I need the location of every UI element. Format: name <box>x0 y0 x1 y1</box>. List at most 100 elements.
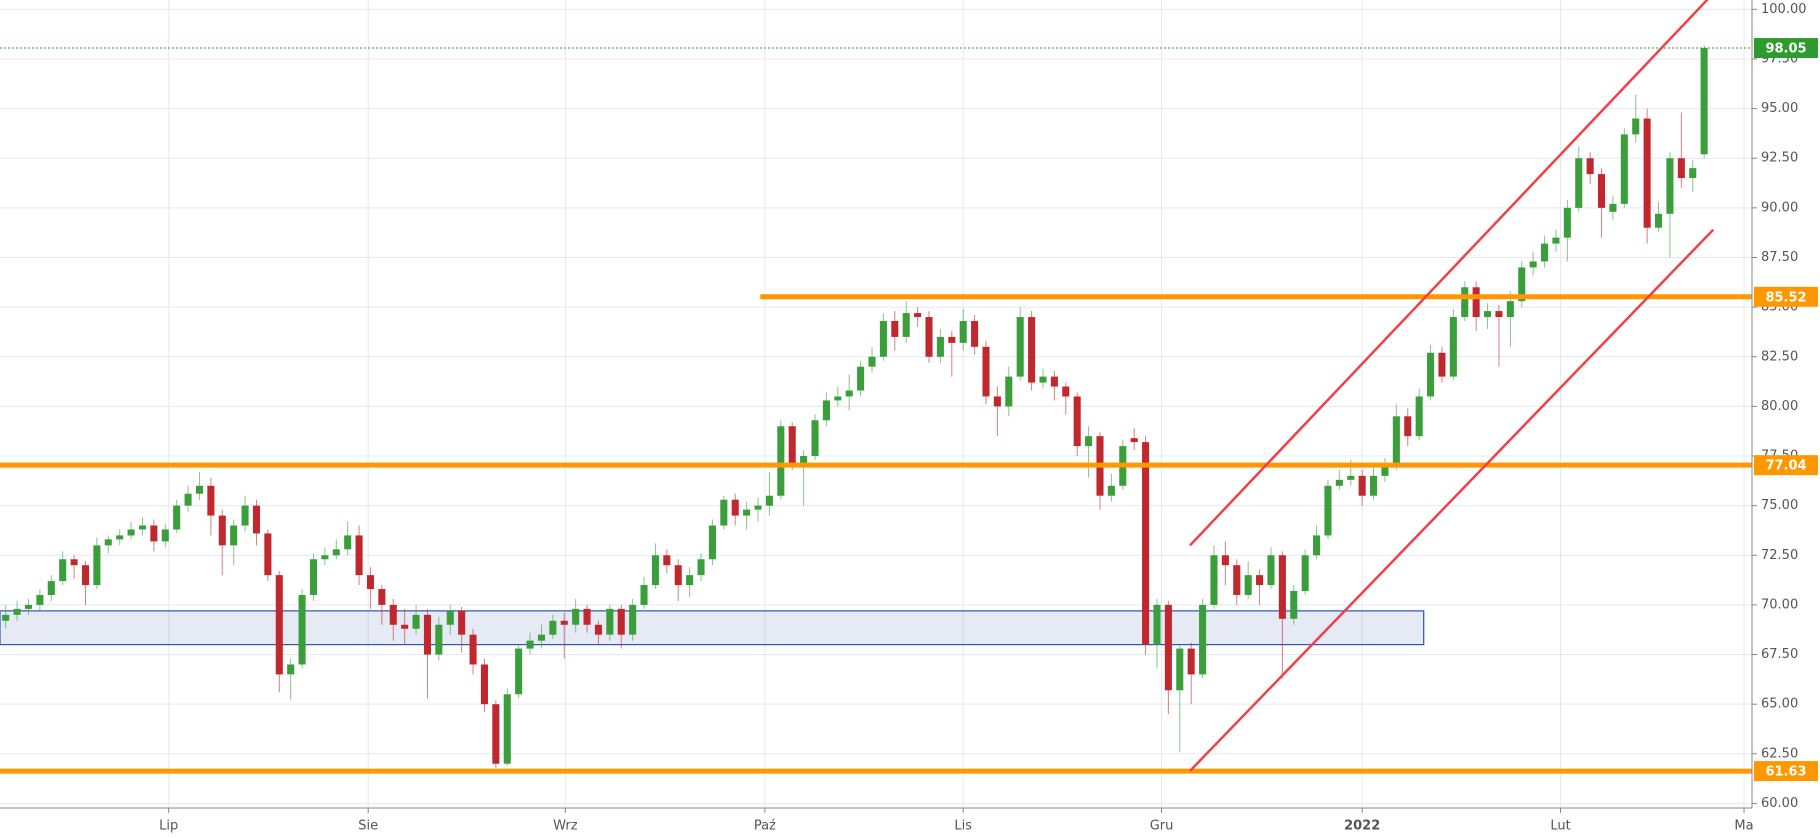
candle-body <box>81 565 90 586</box>
candle-body <box>857 366 865 391</box>
candle-body <box>503 694 511 764</box>
trend-line <box>1189 0 1709 547</box>
candle-body <box>1427 352 1435 397</box>
candle-body <box>389 604 397 625</box>
candle-body <box>1107 485 1115 496</box>
candle-body <box>606 608 614 635</box>
candle-body <box>1301 555 1309 592</box>
candle-body <box>47 581 55 595</box>
candle-body <box>93 545 101 586</box>
candle-body <box>1563 207 1571 238</box>
candle-body <box>640 585 648 605</box>
candle-body <box>344 535 352 550</box>
zone <box>0 610 1425 646</box>
plot-area <box>0 0 1752 808</box>
candle-body <box>446 610 454 625</box>
candle-body <box>207 485 215 516</box>
candle-body <box>1484 311 1492 318</box>
candle-body <box>1598 174 1606 208</box>
candle-body <box>1392 416 1400 466</box>
candle-body <box>1278 555 1286 619</box>
level-label: 85.52 <box>1765 290 1806 305</box>
candle-body <box>401 624 409 629</box>
candle-body <box>184 493 192 506</box>
candle-body <box>1529 261 1537 268</box>
candle-body <box>150 525 158 542</box>
candle-body <box>1005 376 1013 407</box>
candle-body <box>617 608 625 635</box>
candle-body <box>1358 475 1366 496</box>
x-tick-label: Wrz <box>553 819 578 834</box>
candle-body <box>902 313 910 337</box>
candle-body <box>1472 287 1480 318</box>
y-tick-label: 72.50 <box>1761 548 1798 563</box>
candle-body <box>777 426 785 496</box>
candle-body <box>1073 396 1081 447</box>
candle-body <box>309 559 318 595</box>
candle-body <box>697 559 705 576</box>
x-tick-label: Gru <box>1150 819 1174 834</box>
candle-body <box>24 604 33 609</box>
candle-body <box>663 555 671 566</box>
candle-body <box>241 505 249 526</box>
candle-body <box>1130 438 1138 443</box>
candle-body <box>800 456 808 466</box>
candle-body <box>1666 158 1674 214</box>
candle-body <box>959 321 967 343</box>
candle-body <box>127 529 135 536</box>
candle-body <box>1039 376 1047 383</box>
candle-body <box>515 648 523 695</box>
candle-body <box>743 509 751 516</box>
y-tick-label: 92.50 <box>1761 151 1798 166</box>
candle-body <box>1449 317 1457 377</box>
candle-body <box>195 485 204 494</box>
candle-body <box>230 525 238 546</box>
y-tick-label: 80.00 <box>1761 399 1798 414</box>
candle-body <box>731 499 739 516</box>
candle-body <box>1335 479 1343 486</box>
y-tick-label: 87.50 <box>1761 250 1798 265</box>
candle-body <box>1233 565 1241 595</box>
candle-body <box>412 614 420 629</box>
y-tick-label: 60.00 <box>1761 796 1798 811</box>
candle-body <box>1575 158 1583 208</box>
x-tick-label: Lis <box>954 819 972 834</box>
candle-body <box>252 505 261 534</box>
candle-body <box>1267 555 1275 586</box>
candle-body <box>1654 213 1663 228</box>
candle-body <box>879 321 887 357</box>
candle-body <box>1016 317 1024 377</box>
candle-body <box>993 396 1001 407</box>
candle-body <box>572 608 580 625</box>
candle-body <box>845 390 853 397</box>
candle-body <box>1313 535 1321 556</box>
candle-body <box>36 594 44 605</box>
candle-body <box>1164 604 1172 691</box>
candle-body <box>834 396 842 401</box>
candle-body <box>1210 555 1218 605</box>
candle-body <box>1552 237 1560 244</box>
candle-body <box>480 664 488 705</box>
candle-body <box>651 555 659 586</box>
level-label: 61.63 <box>1765 765 1806 780</box>
candle-body <box>1700 48 1708 155</box>
candle-body <box>275 575 283 675</box>
candle-body <box>1028 317 1036 383</box>
candle-body <box>1643 118 1651 228</box>
candle-body <box>378 589 386 605</box>
candle-body <box>1541 243 1549 262</box>
candle-body <box>287 664 295 675</box>
trend-line <box>1189 228 1715 772</box>
candle-body <box>332 549 340 556</box>
candle-body <box>754 505 762 510</box>
candle-body <box>355 535 363 576</box>
x-tick-label: Sie <box>358 819 378 834</box>
candle-body <box>594 624 602 635</box>
candle-body <box>218 515 226 546</box>
candle-body <box>321 555 329 560</box>
candle-body <box>1404 416 1412 437</box>
candle-body <box>936 336 944 357</box>
candle-body <box>948 336 956 343</box>
